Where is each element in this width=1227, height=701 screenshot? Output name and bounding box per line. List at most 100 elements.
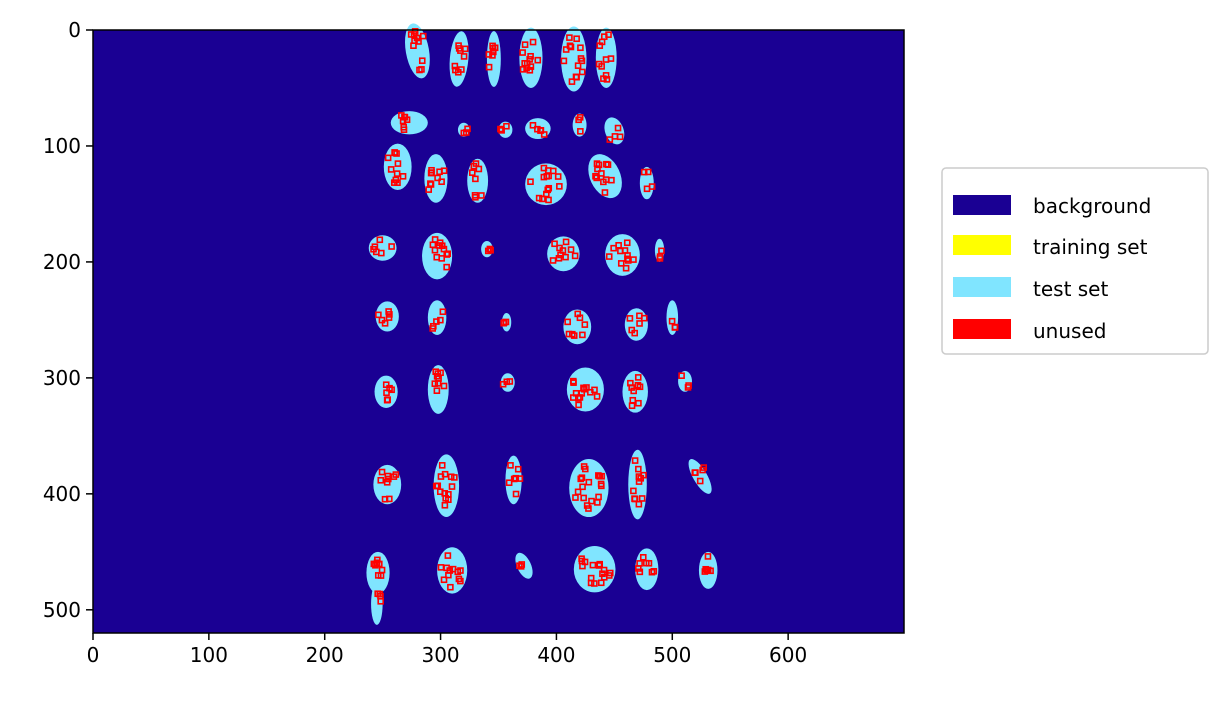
unused-marker	[627, 379, 634, 387]
test-set-region	[605, 234, 640, 276]
unused-marker	[433, 387, 441, 394]
unused-marker	[631, 329, 639, 337]
unused-marker	[626, 315, 634, 322]
unused-marker	[413, 34, 421, 42]
unused-marker	[556, 244, 563, 252]
unused-marker	[587, 579, 595, 587]
unused-marker	[384, 472, 392, 480]
unused-marker	[399, 173, 407, 180]
unused-marker	[636, 568, 644, 576]
unused-marker	[595, 161, 603, 169]
unused-marker	[668, 317, 676, 325]
unused-marker	[545, 196, 552, 204]
unused-marker	[576, 394, 584, 401]
unused-marker	[443, 564, 450, 572]
unused-marker	[593, 393, 601, 400]
unused-marker	[376, 590, 383, 598]
unused-marker	[577, 55, 585, 62]
unused-marker	[444, 552, 452, 559]
unused-marker	[551, 240, 558, 248]
unused-marker	[374, 556, 381, 564]
unused-marker	[630, 487, 637, 495]
unused-marker	[699, 466, 706, 474]
x-tick-label: 400	[537, 643, 575, 667]
unused-marker	[430, 322, 437, 330]
unused-marker	[519, 49, 526, 56]
unused-marker	[441, 501, 449, 509]
unused-marker	[388, 243, 395, 250]
unused-marker	[567, 246, 575, 253]
unused-marker	[534, 56, 542, 64]
unused-marker	[462, 129, 470, 136]
unused-marker	[639, 554, 647, 561]
unused-marker	[556, 183, 563, 190]
unused-marker	[454, 568, 462, 576]
unused-marker	[401, 113, 409, 121]
unused-marker	[640, 314, 648, 322]
unused-marker	[451, 62, 459, 70]
unused-marker	[598, 170, 605, 177]
unused-marker	[554, 173, 562, 180]
unused-marker	[685, 382, 692, 389]
unused-marker	[595, 562, 603, 569]
unused-marker	[598, 482, 605, 490]
plot-area	[92, 23, 905, 634]
x-tick-label: 200	[306, 643, 344, 667]
unused-marker	[634, 374, 642, 381]
unused-marker	[579, 483, 586, 491]
unused-marker	[603, 160, 610, 168]
unused-marker	[370, 560, 378, 568]
unused-marker	[630, 256, 637, 263]
unused-marker	[562, 46, 570, 53]
unused-marker	[562, 238, 570, 246]
unused-marker	[468, 169, 476, 176]
unused-marker	[506, 378, 514, 385]
unused-marker	[400, 123, 407, 131]
unused-marker	[578, 557, 586, 565]
unused-marker	[393, 170, 401, 177]
unused-marker	[529, 38, 537, 46]
unused-marker	[489, 45, 497, 52]
unused-marker	[432, 482, 440, 490]
unused-marker	[570, 377, 577, 385]
unused-marker	[440, 576, 448, 584]
unused-marker	[471, 192, 479, 199]
unused-marker	[514, 465, 522, 473]
unused-marker	[434, 174, 441, 182]
y-tick-label: 500	[43, 598, 81, 622]
unused-marker	[518, 561, 526, 568]
unused-marker	[440, 382, 448, 390]
unused-marker	[580, 463, 588, 470]
unused-marker	[643, 185, 651, 193]
unused-markers	[370, 28, 714, 605]
legend-swatch-background	[953, 195, 1011, 215]
unused-marker	[704, 566, 712, 574]
unused-marker	[381, 495, 389, 503]
unused-marker	[527, 52, 534, 60]
unused-marker	[460, 53, 468, 60]
unused-marker	[392, 471, 400, 478]
unused-marker	[440, 245, 448, 253]
unused-marker	[571, 252, 579, 260]
unused-marker	[577, 475, 585, 483]
x-tick-label: 0	[87, 643, 100, 667]
unused-marker	[555, 254, 563, 262]
test-set-region	[666, 300, 679, 335]
unused-marker	[648, 568, 656, 576]
unused-marker	[617, 260, 625, 267]
unused-marker	[428, 166, 435, 174]
unused-marker	[375, 311, 382, 319]
unused-marker	[384, 154, 392, 162]
unused-marker	[410, 42, 417, 49]
unused-marker	[464, 125, 471, 133]
unused-marker	[433, 253, 441, 261]
test-set-region	[433, 454, 460, 518]
background-region	[93, 30, 904, 633]
unused-marker	[441, 490, 448, 497]
unused-marker	[503, 122, 510, 130]
unused-marker	[576, 314, 584, 322]
unused-marker	[437, 316, 444, 324]
unused-marker	[505, 479, 513, 487]
unused-marker	[411, 28, 419, 35]
